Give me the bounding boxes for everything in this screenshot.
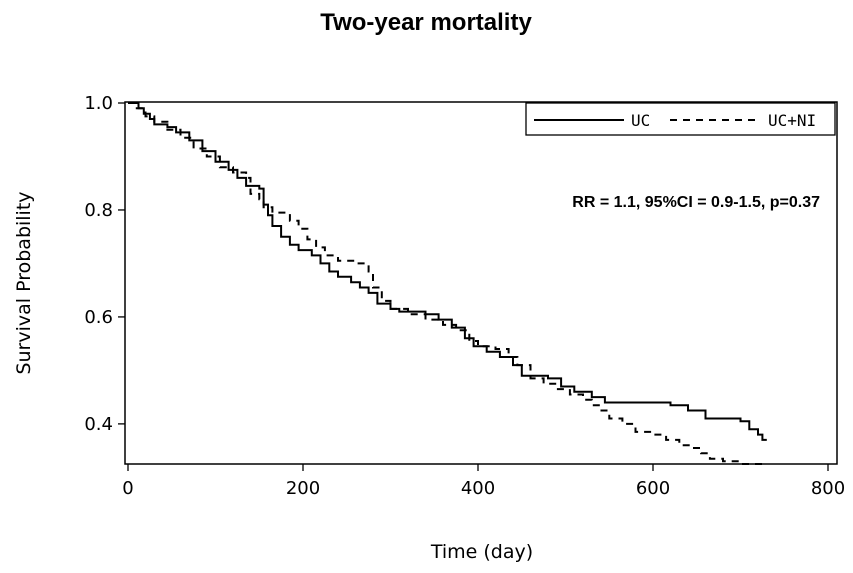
x-axis-label: Time (day) <box>430 541 533 563</box>
legend-label-uc: UC <box>631 111 650 130</box>
x-tick-label: 800 <box>811 478 845 499</box>
x-tick-label: 400 <box>461 478 495 499</box>
x-axis-ticks: 0 200 400 600 800 <box>122 464 845 499</box>
statistics-annotation: RR = 1.1, 95%CI = 0.9-1.5, p=0.37 <box>572 194 820 211</box>
legend-box <box>525 102 836 136</box>
series-layer <box>128 102 767 465</box>
survival-curve-uc <box>128 102 767 441</box>
y-tick-label: 0.8 <box>84 200 113 221</box>
legend-label-uc-ni: UC+NI <box>768 111 816 130</box>
x-tick-label: 200 <box>286 478 320 499</box>
y-axis-ticks: 0.4 0.6 0.8 1.0 <box>84 93 125 435</box>
survival-curve-uc-ni <box>128 102 767 465</box>
chart-title: Two-year mortality <box>320 9 532 36</box>
y-tick-label: 0.6 <box>84 307 113 328</box>
plot-frame <box>124 101 838 465</box>
x-tick-label: 0 <box>122 478 133 499</box>
x-tick-label: 600 <box>636 478 670 499</box>
y-axis-label: Survival Probability <box>13 191 35 374</box>
legend: UC UC+NI <box>525 102 836 136</box>
y-tick-label: 0.4 <box>84 414 113 435</box>
y-tick-label: 1.0 <box>84 93 113 114</box>
